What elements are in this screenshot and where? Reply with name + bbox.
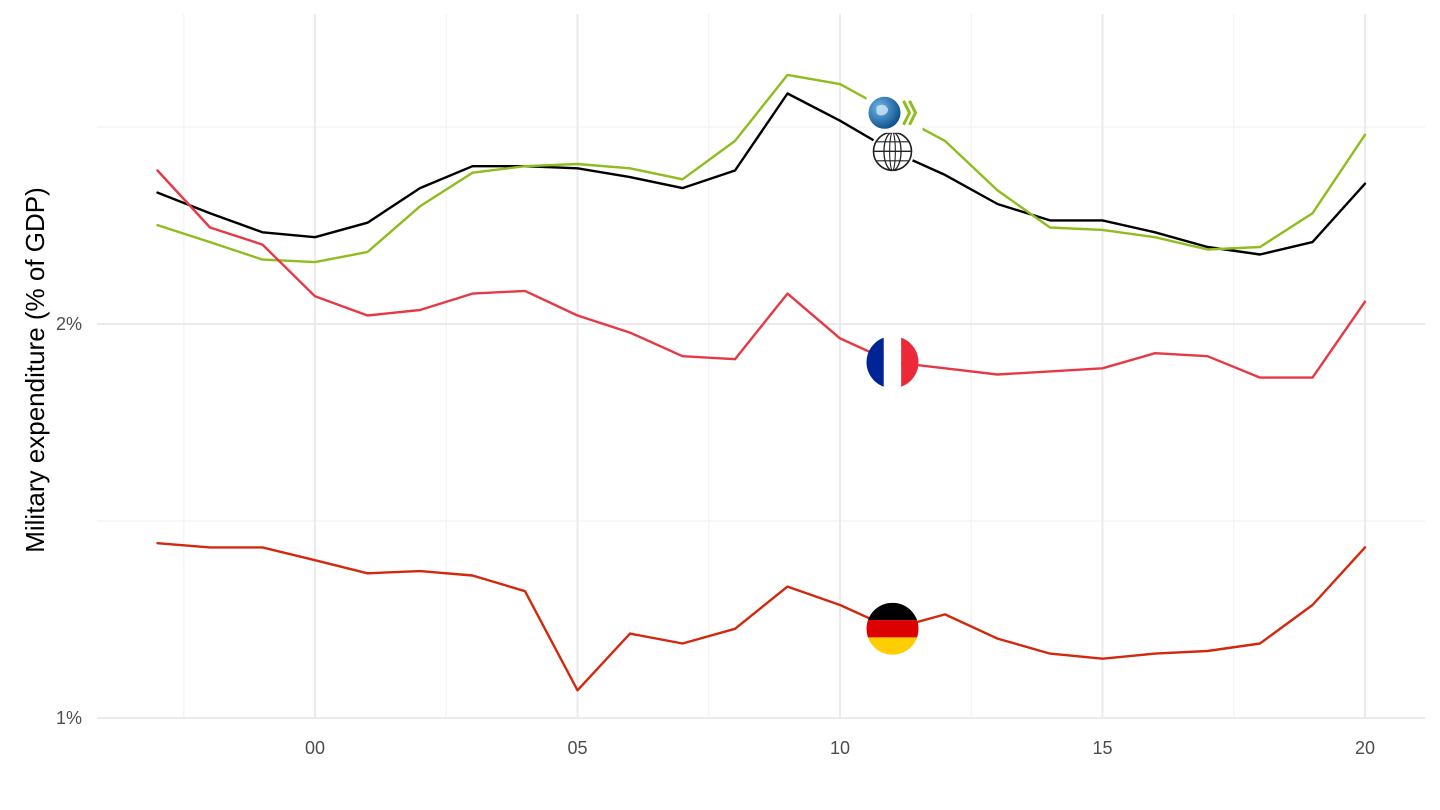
y-tick-label: 1% (56, 708, 82, 728)
series-lines (156, 73, 1367, 692)
oecd-logo-icon (866, 92, 923, 133)
y-axis-title: Military expenditure (% of GDP) (20, 187, 50, 553)
series-line-globe (156, 92, 1367, 256)
x-tick-label: 20 (1355, 738, 1375, 758)
grid (97, 14, 1425, 719)
x-tick-label: 05 (567, 738, 587, 758)
series-markers (866, 92, 923, 655)
globe-icon (870, 129, 915, 174)
france-flag-icon (866, 336, 919, 389)
x-tick-label: 15 (1092, 738, 1112, 758)
series-line-france-flag (156, 169, 1367, 379)
y-tick-label: 2% (56, 314, 82, 334)
series-line-oecd-logo (156, 73, 1367, 264)
x-tick-label: 00 (305, 738, 325, 758)
x-tick-label: 10 (830, 738, 850, 758)
germany-flag-icon (866, 602, 919, 655)
tick-labels: 00 05 10 15 20 1% 2% (56, 314, 1375, 758)
series-line-germany-flag (156, 542, 1367, 692)
